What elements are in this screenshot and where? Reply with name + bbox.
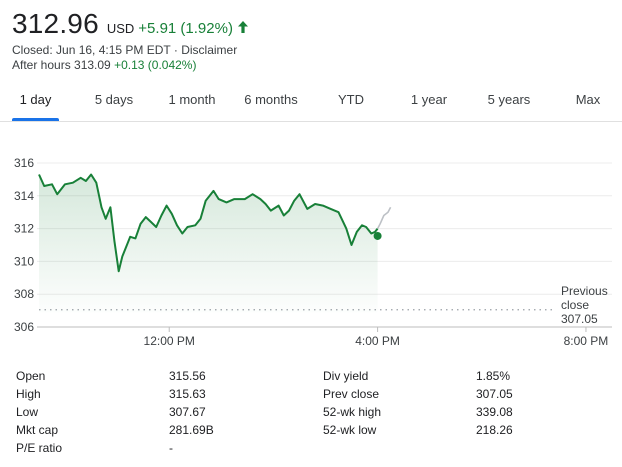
x-tick-label: 4:00 PM [355, 334, 400, 348]
price-line [38, 173, 379, 273]
y-tick-label: 312 [14, 222, 34, 236]
after-hours-price: After hours 313.09 [12, 58, 111, 72]
tab-1-month[interactable]: 1 month [168, 92, 216, 107]
tab-ytd[interactable]: YTD [338, 92, 364, 107]
tab-max[interactable]: Max [575, 92, 601, 107]
active-tab-indicator [12, 118, 59, 121]
y-tick-label: 316 [14, 156, 34, 170]
after-hours-change: +0.13 (0.042%) [114, 58, 197, 72]
stat-value: - [169, 441, 173, 455]
y-tick-label: 306 [14, 320, 34, 334]
stat-value: 307.67 [169, 405, 206, 419]
stat-label: 52-wk low [323, 423, 377, 437]
stat-value: 307.05 [476, 387, 513, 401]
price-area-fill [39, 174, 378, 313]
tab-5-days[interactable]: 5 days [94, 92, 134, 107]
y-tick-label: 310 [14, 254, 34, 268]
stat-label: Open [16, 369, 46, 383]
x-tick-label: 12:00 PM [144, 334, 195, 348]
after-hours: After hours 313.09 +0.13 (0.042%) [12, 58, 196, 72]
tab-1-year[interactable]: 1 year [410, 92, 448, 107]
y-tick-label: 308 [14, 287, 34, 301]
tab-5-years[interactable]: 5 years [487, 92, 531, 107]
previous-close-value: 307.05 [561, 312, 598, 326]
stat-value: 315.56 [169, 369, 206, 383]
current-price: 312.96 [12, 8, 99, 39]
stat-label: 52-wk high [323, 405, 382, 419]
previous-close-label: close [561, 298, 589, 312]
arrow-up-icon [237, 21, 248, 33]
stat-label: High [16, 387, 41, 401]
stat-value: 281.69B [169, 423, 214, 437]
tabs-divider [0, 121, 622, 122]
stat-label: Low [16, 405, 39, 419]
quote-header: 312.96 USD +5.91 (1.92%) [12, 8, 249, 40]
range-tabs: 1 day 5 days 1 month 6 months YTD 1 year… [0, 84, 622, 122]
stat-label: Div yield [323, 369, 369, 383]
stat-label: P/E ratio [16, 441, 63, 455]
market-status: Closed: Jun 16, 4:15 PM EDT · Disclaimer [12, 43, 238, 57]
after-hours-line [376, 206, 392, 229]
tab-1-day[interactable]: 1 day [19, 92, 52, 107]
stat-label: Mkt cap [16, 423, 59, 437]
stat-value: 1.85% [476, 369, 511, 383]
stat-value: 315.63 [169, 387, 206, 401]
x-tick-label: 8:00 PM [564, 334, 609, 348]
previous-close-label: Previous [561, 284, 608, 298]
currency-label: USD [106, 21, 135, 36]
price-chart[interactable]: 306 308 310 312 314 316 12:00 PM 4:00 PM 8:00 PM… [0, 140, 622, 355]
stat-value: 339.08 [476, 405, 513, 419]
tab-6-months[interactable]: 6 months [244, 92, 298, 107]
stat-label: Prev close [323, 387, 380, 401]
price-change: +5.91 (1.92%) [138, 20, 233, 37]
last-price-dot [373, 231, 382, 240]
y-tick-label: 314 [14, 189, 34, 203]
stat-value: 218.26 [476, 423, 513, 437]
